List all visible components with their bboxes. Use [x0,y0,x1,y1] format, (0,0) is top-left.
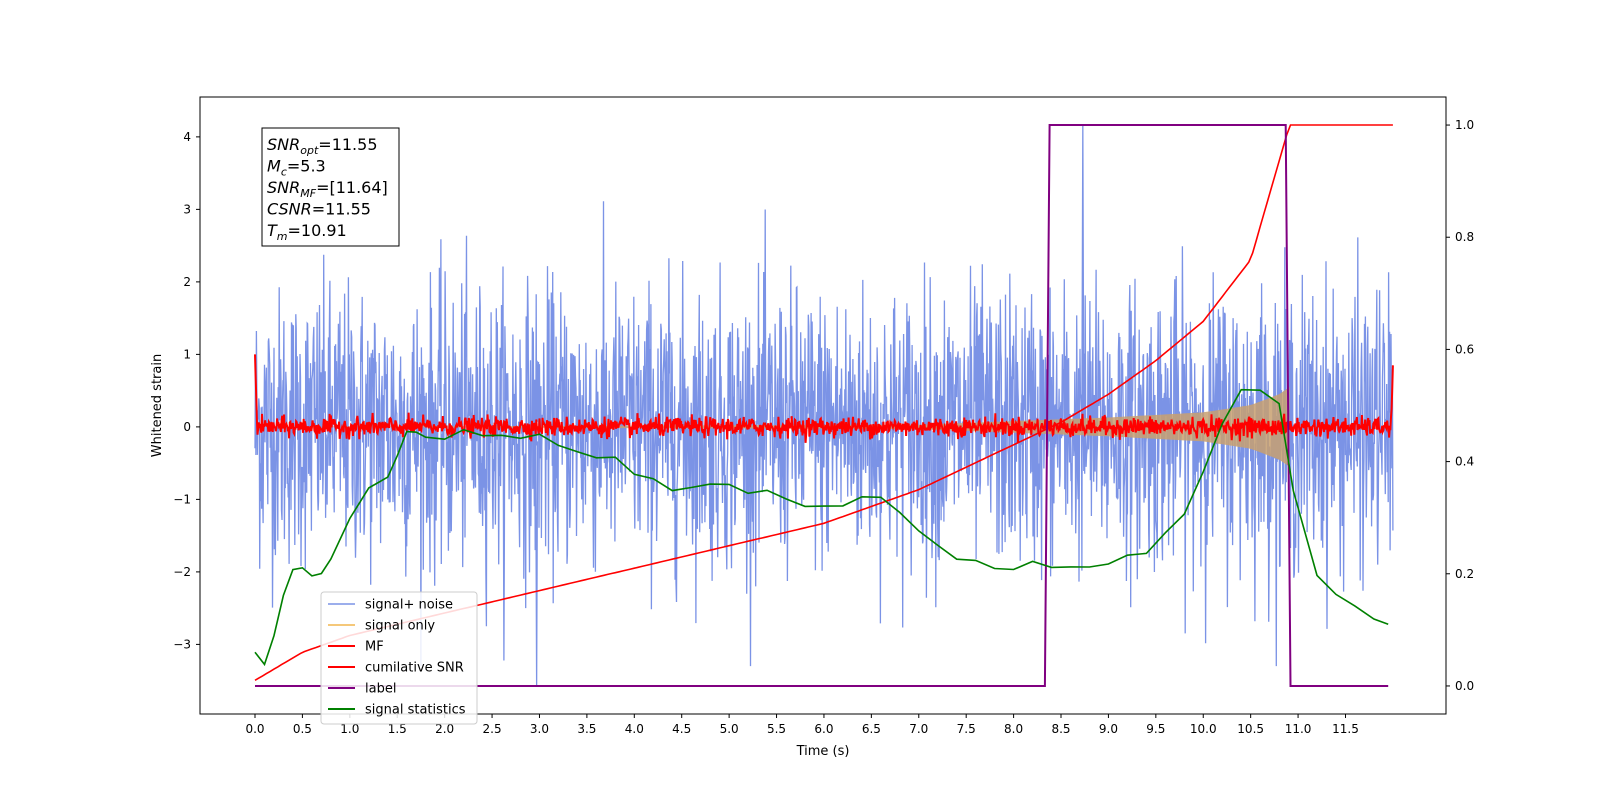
annotation-line: Mc=5.3 [267,157,326,179]
legend-entry-label: signal+ noise [365,598,453,613]
series-signal-noise-line [254,201,1394,667]
series-mf-line [254,354,1394,444]
annotation-line: SNRMF=[11.64] [267,178,388,200]
legend-entry-label: cumilative SNR [365,661,464,676]
annotation-value: =10.91 [288,221,347,240]
x-tick-label: 11.0 [1285,722,1312,736]
x-tick-label: 10.5 [1237,722,1264,736]
x-tick-label: 8.5 [1051,722,1070,736]
x-tick-label: 0.5 [293,722,312,736]
x-tick-label: 7.0 [909,722,928,736]
y-axis-label: Whitened strain [150,354,165,457]
y-right-tick-label: 0.6 [1455,342,1474,356]
y-left-tick-label: −1 [173,492,191,506]
x-tick-label: 2.5 [483,722,502,736]
snr-annotation-box: SNRopt=11.55Mc=5.3SNRMF=[11.64]CSNR=11.5… [261,127,400,247]
x-tick-label: 0.0 [245,722,264,736]
y-right-tick-label: 0.2 [1455,567,1474,581]
y-left-tick-label: 3 [183,202,191,216]
annotation-value: =11.55 [318,135,377,154]
x-tick-label: 11.5 [1332,722,1359,736]
legend-entry-label: label [365,682,396,697]
y-right-tick-label: 0.4 [1455,455,1474,469]
annotation-subscript: c [281,166,287,179]
legend-frame [320,591,478,725]
x-tick-label: 4.5 [672,722,691,736]
y-right-tick-label: 0.8 [1455,230,1474,244]
x-tick-label: 7.5 [957,722,976,736]
annotation-symbol: CSNR [267,200,312,219]
x-tick-label: 6.0 [814,722,833,736]
x-tick-label: 9.0 [1099,722,1118,736]
y-left-tick-label: 2 [183,275,191,289]
legend-entry-label: MF [365,640,384,655]
plot-layer [254,124,1394,687]
annotation-frame [261,127,400,247]
y-left-tick-label: 4 [183,130,191,144]
annotation-symbol: SNR [267,178,300,197]
x-tick-label: 5.5 [767,722,786,736]
y-right-tick-label: 0.0 [1455,679,1474,693]
x-axis-label: Time (s) [796,744,850,759]
series-label-line [255,124,1389,687]
y-left-tick-label: −3 [173,637,191,651]
annotation-line: Tm=10.91 [267,221,347,243]
y-left-tick-label: −2 [173,565,191,579]
axes-layer: 0.0 0.5 1.0 1.5 2.0 2.5 3.0 3.5 4.0 4.5 5.0 5.5 6.0 6… [173,96,1474,736]
series-signal-noise-spike [1081,125,1085,420]
series-signal-statistics-line [254,388,1389,667]
annotation-value: =11.55 [312,200,371,219]
x-tick-label: 6.5 [862,722,881,736]
annotation-line: CSNR=11.55 [267,200,371,219]
y-left-tick-label: 1 [183,347,191,361]
annotation-subscript: m [277,230,288,243]
x-tick-label: 3.5 [577,722,596,736]
legend-entry-label: signal statistics [365,703,466,718]
y-left-tick-label: 0 [183,420,191,434]
annotation-symbol: T [267,221,278,240]
annotation-value: =5.3 [287,157,326,176]
y-right-tick-label: 1.0 [1455,118,1474,132]
annotation-subscript: opt [300,144,319,157]
x-tick-label: 10.0 [1190,722,1217,736]
x-tick-label: 3.0 [530,722,549,736]
annotation-value: =[11.64] [316,178,388,197]
x-tick-label: 4.0 [625,722,644,736]
x-tick-label: 9.5 [1146,722,1165,736]
x-tick-label: 8.0 [1004,722,1023,736]
annotation-line: SNRopt=11.55 [267,135,378,157]
x-tick-label: 5.0 [720,722,739,736]
annotation-symbol: SNR [267,135,300,154]
annotation-symbol: M [267,157,281,176]
annotation-subscript: MF [300,187,316,200]
x-tick-label: 1.0 [340,722,359,736]
legend: signal+ noise signal only MF cumilative SNR… [320,591,478,725]
legend-entry-label: signal only [365,619,435,634]
plot-frame [199,96,1447,715]
x-tick-label: 1.5 [388,722,407,736]
x-tick-label: 2.0 [435,722,454,736]
